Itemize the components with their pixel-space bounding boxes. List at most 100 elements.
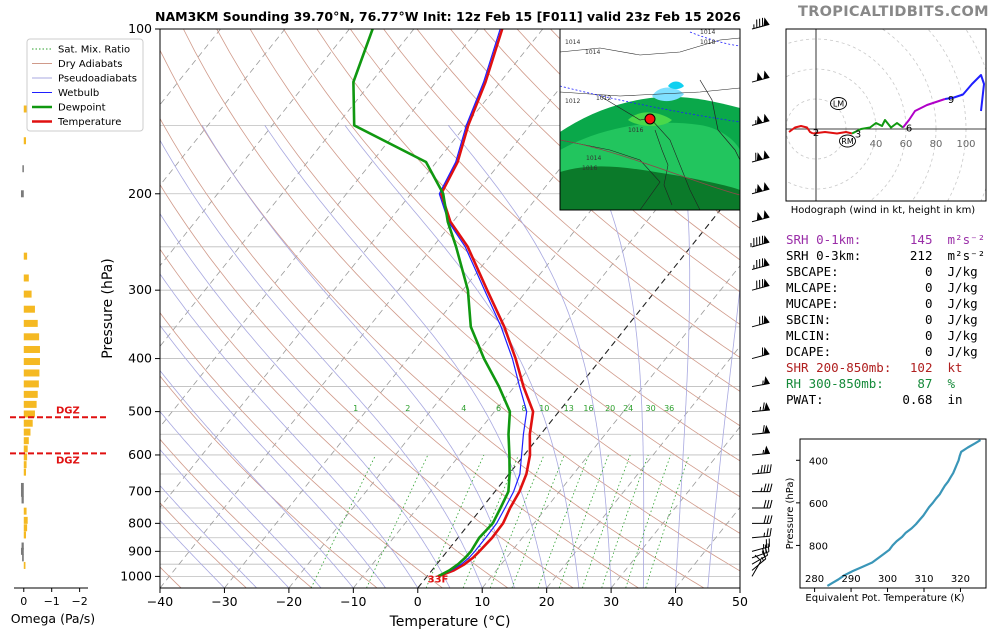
barb-full — [766, 464, 769, 473]
omega-bar — [23, 319, 38, 327]
barb-flag — [763, 70, 770, 79]
stat-value: 0.68 in — [902, 392, 986, 408]
barb-full — [761, 17, 764, 27]
barb-full — [769, 499, 773, 509]
barb-full — [760, 464, 763, 474]
brand-watermark: TROPICALTIDBITS.COM — [798, 4, 989, 20]
barb-half — [757, 469, 760, 474]
barb-flag — [763, 346, 770, 356]
stat-unit: kt — [940, 360, 963, 375]
theta-e-frame — [799, 438, 987, 589]
barb-staff — [751, 241, 770, 248]
y-tick-label: 100 — [128, 21, 152, 36]
stat-row: SBCIN: 0 J/kg — [786, 312, 986, 328]
omega-bar — [21, 496, 24, 504]
omega-bar — [23, 369, 40, 377]
pseudoadiabat — [160, 448, 290, 588]
hodo-height-label: 9 — [948, 95, 954, 106]
pseudoadiabat — [160, 212, 451, 588]
barb-half — [753, 24, 755, 29]
mixing-ratio-label: 6 — [496, 404, 501, 413]
x-tick-label: −20 — [276, 594, 302, 609]
barb-flag — [763, 376, 770, 385]
pseudoadiabat — [201, 125, 515, 588]
mixing-ratio-label: 13 — [564, 404, 574, 413]
barb-flag — [763, 235, 770, 244]
barb-flag — [763, 150, 770, 159]
mixing-ratio-label: 36 — [664, 404, 674, 413]
stat-row: MUCAPE: 0 J/kg — [786, 296, 986, 312]
map-isobar-label: 1014 — [565, 39, 580, 46]
omega-bar — [23, 290, 32, 298]
stat-unit: J/kg — [940, 280, 978, 295]
barb-full — [769, 483, 773, 492]
barb-full — [765, 539, 767, 548]
pseudoadiabat — [344, 125, 580, 588]
pseudoadiabat — [264, 125, 548, 588]
dry-adiabat — [160, 183, 574, 588]
y-axis-label: Pressure (hPa) — [100, 258, 116, 358]
dry-adiabat — [416, 29, 740, 325]
stat-unit: J/kg — [940, 312, 978, 327]
stat-label: RH 300-850mb: — [786, 376, 884, 391]
pseudoadiabat — [160, 519, 225, 588]
stat-label: DCAPE: — [786, 344, 832, 359]
omega-bar — [20, 190, 24, 198]
omega-bar — [23, 400, 37, 408]
omega-bar — [23, 333, 40, 341]
barb-half — [755, 188, 757, 193]
omega-tick-label: −1 — [44, 595, 60, 608]
barb-full — [762, 425, 765, 434]
dry-adiabat — [483, 29, 740, 261]
legend-label: Dewpoint — [58, 103, 106, 114]
hodo-ring-label: 100 — [956, 139, 975, 150]
barb-flag — [763, 445, 770, 454]
theta-e-ytick-label: 800 — [809, 541, 828, 552]
map-isoline — [689, 31, 740, 47]
map-isobar-label: 1014 — [700, 29, 715, 36]
stat-unit: J/kg — [940, 344, 978, 359]
barb-full — [761, 279, 764, 288]
radar-region — [560, 166, 740, 210]
stat-label: MLCAPE: — [786, 280, 839, 295]
x-tick-label: −30 — [211, 594, 237, 609]
barb-staff — [751, 23, 770, 30]
x-axis-label: Temperature (°C) — [389, 614, 511, 630]
barb-half — [762, 380, 764, 385]
wind-barb — [752, 515, 773, 524]
radar-region — [668, 81, 684, 89]
barb-flag — [763, 257, 770, 267]
omega-plot: DGZ DGZ 0 −1 −2 Omega (Pa/s) — [10, 105, 108, 626]
hodograph-caption: Hodograph (wind in kt, height in km) — [791, 205, 976, 216]
legend: Sat. Mix. Ratio Dry Adiabats Pseudoadiabat… — [26, 38, 144, 132]
theta-e-xtick-label: 280 — [805, 574, 824, 585]
wind-barb — [751, 464, 772, 475]
dry-adiabat — [383, 29, 740, 359]
stat-row: SBCAPE: 0 J/kg — [786, 264, 986, 280]
stat-number: 87 — [917, 376, 933, 391]
omega-bar — [23, 516, 28, 524]
pseudoadiabat — [160, 410, 322, 588]
y-tick-label: 400 — [128, 351, 152, 366]
theta-e-xlabel: Equivalent Pot. Temperature (K) — [805, 593, 964, 604]
barb-full — [769, 464, 772, 473]
hodo-trace — [944, 74, 985, 112]
theta-e-xtick-label: 310 — [914, 574, 933, 585]
map-border — [560, 37, 740, 56]
stats-panel: SRH 0-1km: 145 m²s⁻² SRH 0-3km: 212 m²s⁻² SB… — [786, 232, 986, 408]
stat-unit: m²s⁻² — [940, 248, 986, 263]
storm-motion-label: RM — [841, 137, 854, 146]
mixing-ratio-label: 24 — [623, 404, 633, 413]
omega-bar — [23, 410, 35, 418]
stat-label: MLCIN: — [786, 328, 832, 343]
x-tick-label: 50 — [732, 594, 748, 609]
pseudoadiabat — [160, 324, 386, 588]
stat-value: 0 J/kg — [925, 280, 986, 296]
theta-e-xtick-label: 320 — [951, 574, 970, 585]
mixing-ratio-label: 2 — [405, 404, 410, 413]
omega-bar — [23, 105, 27, 113]
wind-barb — [751, 210, 770, 223]
barb-full — [759, 279, 761, 289]
map-border — [560, 87, 740, 97]
stat-number: 0 — [924, 280, 933, 295]
